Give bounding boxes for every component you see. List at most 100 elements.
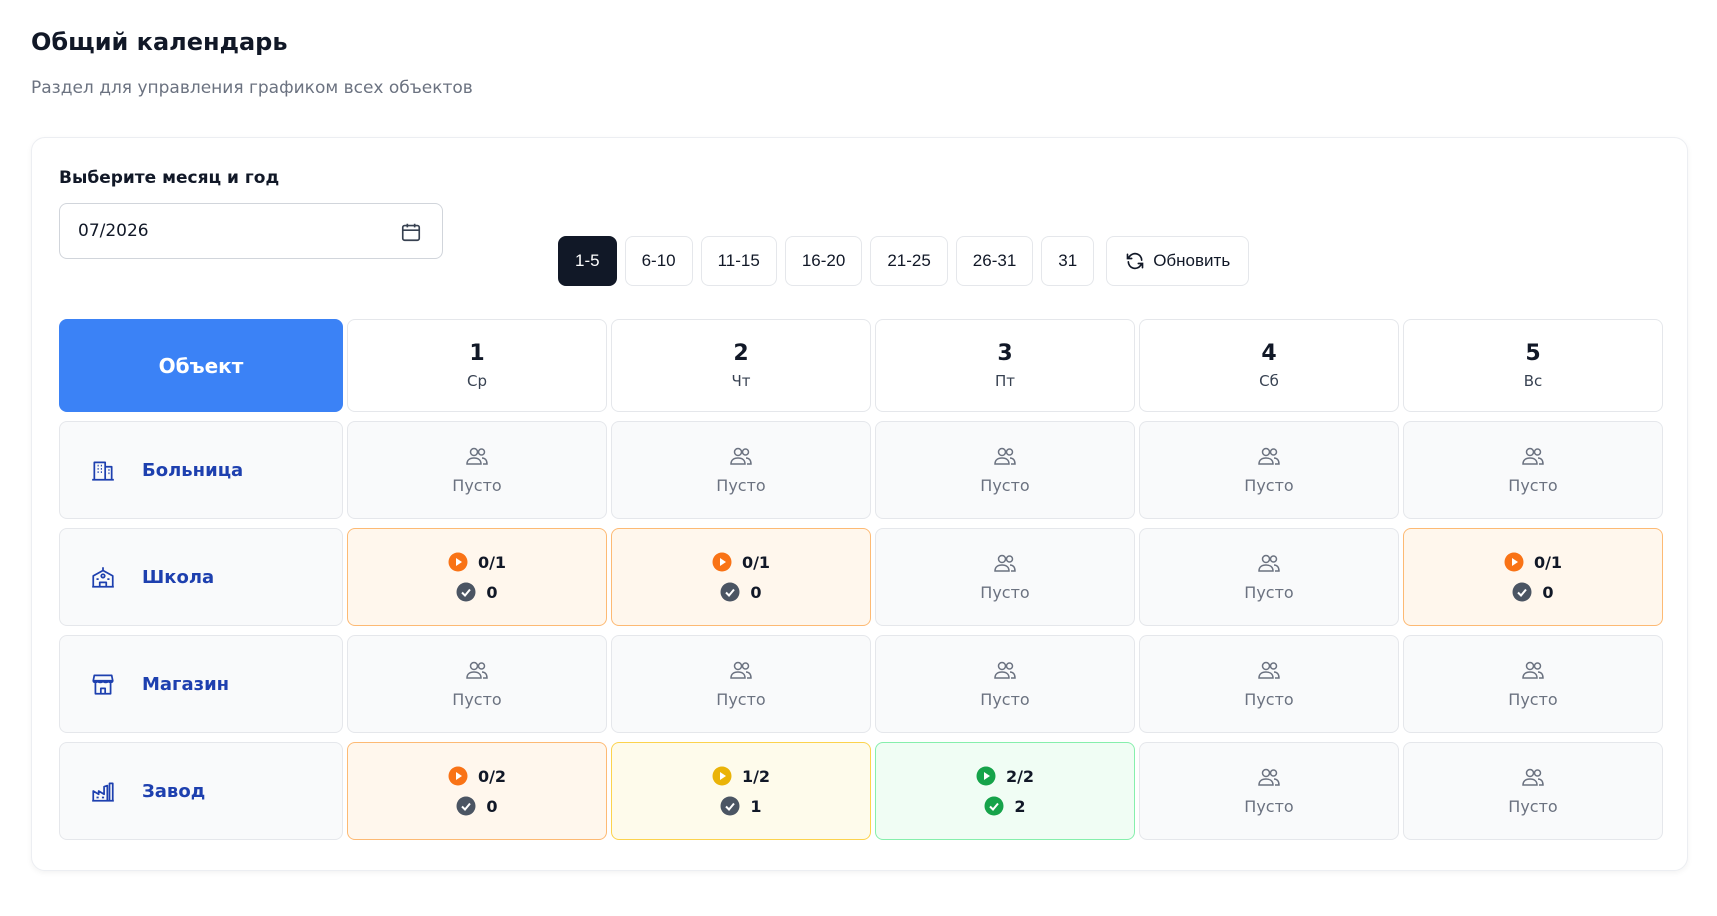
- done-count: 0: [486, 796, 498, 816]
- people-icon: [1521, 767, 1545, 787]
- day-number: 2: [733, 341, 749, 366]
- calendar-table: Объект 1 Ср 2 Чт 3 Пт 4 Сб 5 Вс Больница Пусто Пусто П…: [59, 319, 1663, 840]
- play-icon: [712, 766, 732, 786]
- check-icon: [1512, 582, 1532, 602]
- play-icon-svg: [712, 766, 732, 786]
- play-icon-svg: [448, 552, 468, 572]
- range-button[interactable]: 26-31: [955, 236, 1034, 286]
- object-icon: [90, 564, 116, 590]
- play-icon: [976, 766, 996, 786]
- people-icon: [465, 660, 489, 680]
- page-title: Общий календарь: [31, 28, 288, 56]
- people-icon-svg: [994, 554, 1016, 572]
- object-name: Магазин: [142, 673, 230, 695]
- people-icon-svg: [1522, 447, 1544, 465]
- people-icon: [993, 660, 1017, 680]
- people-icon: [1521, 660, 1545, 680]
- range-button[interactable]: 6-10: [624, 236, 693, 286]
- empty-label: Пусто: [1244, 689, 1294, 709]
- object-cell: Больница: [59, 421, 343, 519]
- range-button[interactable]: 16-20: [784, 236, 863, 286]
- check-icon-svg: [720, 796, 740, 816]
- refresh-icon-svg: [1126, 252, 1144, 270]
- day-cell: Пусто: [1139, 421, 1399, 519]
- day-cell: 0/2 0: [347, 742, 607, 840]
- people-icon-svg: [466, 661, 488, 679]
- range-button[interactable]: 1-5: [558, 236, 617, 286]
- refresh-label: Обновить: [1153, 251, 1231, 270]
- day-number: 4: [1261, 341, 1277, 366]
- people-icon-svg: [994, 661, 1016, 679]
- object-icon-svg: [92, 567, 114, 588]
- object-name: Школа: [142, 566, 215, 588]
- people-icon-svg: [730, 447, 752, 465]
- day-cell: Пусто: [875, 635, 1135, 733]
- object-name: Больница: [142, 459, 244, 481]
- day-cell: 2/2 2: [875, 742, 1135, 840]
- day-header: 2 Чт: [611, 319, 871, 412]
- people-icon: [729, 446, 753, 466]
- done-line: 0: [1512, 582, 1554, 602]
- month-value: 07/2026: [78, 221, 149, 241]
- check-icon-svg: [984, 796, 1004, 816]
- empty-label: Пусто: [1508, 689, 1558, 709]
- month-input[interactable]: 07/2026: [59, 203, 443, 259]
- done-line: 0: [456, 796, 498, 816]
- empty-label: Пусто: [980, 475, 1030, 495]
- empty-label: Пусто: [980, 689, 1030, 709]
- day-cell: Пусто: [1139, 742, 1399, 840]
- people-icon: [729, 660, 753, 680]
- object-icon-svg: [92, 782, 114, 802]
- people-icon-svg: [1258, 661, 1280, 679]
- empty-label: Пусто: [452, 689, 502, 709]
- done-line: 0: [720, 582, 762, 602]
- done-line: 2: [984, 796, 1026, 816]
- empty-label: Пусто: [980, 582, 1030, 602]
- day-cell: 1/2 1: [611, 742, 871, 840]
- people-icon-svg: [1522, 768, 1544, 786]
- weekday: Сб: [1259, 372, 1279, 390]
- range-buttons: 1-5 6-10 11-15 16-20 21-25 26-31 31 Обновить: [558, 236, 1250, 286]
- people-icon: [993, 446, 1017, 466]
- day-cell: 0/1 0: [611, 528, 871, 626]
- calendar-icon: [401, 223, 421, 242]
- done-count: 1: [750, 796, 762, 816]
- range-button[interactable]: 11-15: [700, 236, 777, 286]
- progress-line: 0/2: [448, 766, 506, 786]
- done-count: 2: [1014, 796, 1026, 816]
- progress-line: 2/2: [976, 766, 1034, 786]
- progress-line: 0/1: [448, 552, 506, 572]
- progress-text: 2/2: [1005, 766, 1035, 786]
- day-cell: Пусто: [611, 635, 871, 733]
- weekday: Ср: [467, 372, 487, 390]
- play-icon: [448, 552, 468, 572]
- refresh-button[interactable]: Обновить: [1106, 236, 1250, 286]
- day-number: 3: [997, 341, 1013, 366]
- range-button[interactable]: 21-25: [870, 236, 948, 286]
- object-cell: Завод: [59, 742, 343, 840]
- done-count: 0: [1542, 582, 1554, 602]
- check-icon-svg: [1512, 582, 1532, 602]
- refresh-icon: [1125, 251, 1145, 271]
- people-icon-svg: [1258, 554, 1280, 572]
- empty-label: Пусто: [1508, 796, 1558, 816]
- play-icon: [1504, 552, 1524, 572]
- picker-label: Выберите месяц и год: [59, 168, 280, 188]
- people-icon: [465, 446, 489, 466]
- progress-text: 0/1: [477, 552, 507, 572]
- progress-line: 0/1: [1504, 552, 1562, 572]
- object-cell: Школа: [59, 528, 343, 626]
- people-icon-svg: [1258, 768, 1280, 786]
- empty-label: Пусто: [716, 689, 766, 709]
- check-icon-svg: [456, 582, 476, 602]
- range-button[interactable]: 31: [1041, 236, 1095, 286]
- people-icon-svg: [994, 447, 1016, 465]
- day-cell: Пусто: [1403, 742, 1663, 840]
- people-icon: [1257, 660, 1281, 680]
- day-cell: Пусто: [611, 421, 871, 519]
- calendar-card: Выберите месяц и год 07/2026 1-5 6-10 11-1…: [31, 137, 1688, 871]
- object-icon: [90, 778, 116, 804]
- weekday: Пт: [994, 372, 1016, 390]
- done-line: 0: [456, 582, 498, 602]
